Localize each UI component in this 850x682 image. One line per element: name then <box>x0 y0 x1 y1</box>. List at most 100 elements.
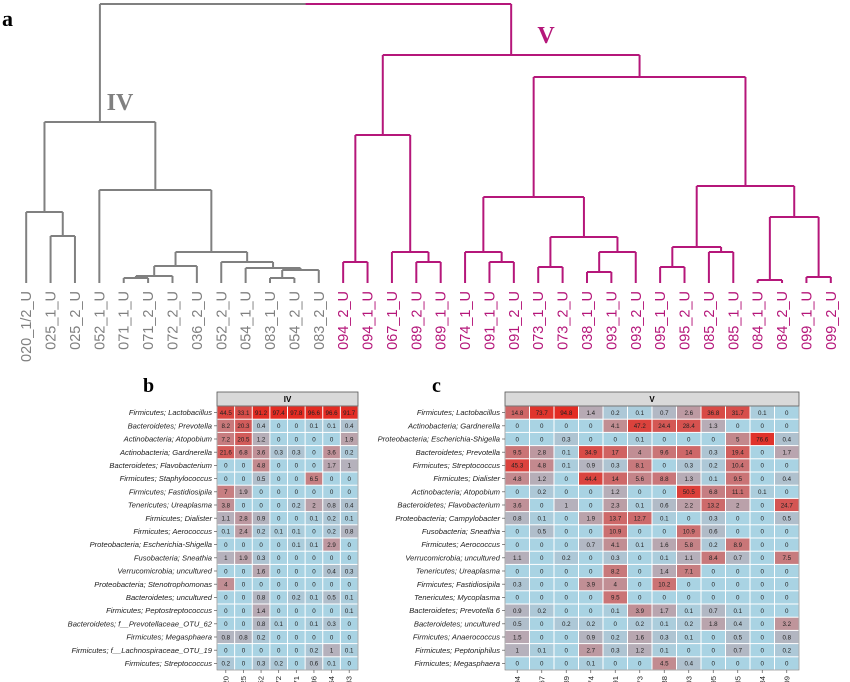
cell-value: 0 <box>687 436 691 443</box>
cell-value: 0.1 <box>758 489 767 496</box>
heat-cell <box>554 459 578 472</box>
cell-value: 0.3 <box>709 450 718 457</box>
leaf-label: 095_2_U <box>678 291 694 350</box>
heat-cell <box>340 406 358 419</box>
leaf-label: 091_2_U <box>507 291 523 350</box>
leaf-label: 083_2_U <box>312 291 328 350</box>
leaf-label: 091_1_U <box>482 291 498 350</box>
cell-value: 0 <box>785 582 789 589</box>
heat-cell <box>652 657 676 670</box>
cell-value: 0.6 <box>310 661 319 668</box>
heat-cell <box>340 525 358 538</box>
heat-cell <box>579 419 603 432</box>
row-label: Firmicutes; Dialister <box>433 474 500 483</box>
cell-value: 0 <box>761 648 765 655</box>
heat-cell <box>270 630 287 644</box>
cell-value: 0.2 <box>327 529 336 536</box>
cell-value: 0.6 <box>709 529 718 536</box>
heat-cell <box>677 564 701 578</box>
cell-value: 0 <box>638 529 642 536</box>
cell-value: 1.7 <box>660 608 669 615</box>
heat-cell <box>652 538 676 551</box>
heat-cell <box>726 591 750 604</box>
cell-value: 0 <box>242 661 246 668</box>
heat-cell <box>305 472 323 485</box>
heat-cell <box>750 512 774 525</box>
column-label: 84 <box>758 676 767 682</box>
cell-value: 24.4 <box>658 423 671 430</box>
heat-cell <box>505 538 529 551</box>
heat-cell <box>217 459 235 472</box>
cell-value: 0.3 <box>562 436 571 443</box>
heat-cell <box>579 498 603 512</box>
heat-cell <box>628 432 652 446</box>
heat-cell <box>235 538 252 551</box>
leaf-label: 073_1_U <box>531 291 547 350</box>
heat-cell <box>340 538 358 551</box>
cell-value: 0 <box>242 502 246 509</box>
heat-cell <box>235 525 252 538</box>
heat-cell <box>628 538 652 551</box>
heat-cell <box>340 578 358 591</box>
heat-cell <box>652 485 676 498</box>
heat-cell <box>628 459 652 472</box>
heat-cell <box>270 657 287 670</box>
cell-value: 0.9 <box>513 608 522 615</box>
cell-value: 0.5 <box>513 621 522 628</box>
heat-cell <box>530 485 554 498</box>
heat-cell <box>505 630 529 644</box>
heat-cell <box>530 564 554 578</box>
column-label: 36 <box>309 676 318 682</box>
heat-cell <box>270 578 287 591</box>
column-label: 20 <box>221 676 230 682</box>
heat-cell <box>726 459 750 472</box>
leaf-label: 052_2_U <box>214 291 230 350</box>
cell-value: 0 <box>242 568 246 575</box>
heat-cell <box>628 564 652 578</box>
row-label: Tenericutes; Ureaplasma <box>128 501 212 510</box>
row-label: Bacteroidetes; Flavobacterium <box>109 461 212 470</box>
cell-value: 0 <box>761 542 765 549</box>
cell-value: 1.1 <box>513 555 522 562</box>
cell-value: 0.2 <box>611 634 620 641</box>
cell-value: 4.5 <box>660 661 669 668</box>
heat-cell <box>603 525 627 538</box>
heat-cell <box>505 446 529 459</box>
cell-value: 0 <box>638 489 642 496</box>
cell-value: 10.9 <box>683 529 696 536</box>
cell-value: 0 <box>761 502 765 509</box>
heat-cell <box>628 630 652 644</box>
heat-cell <box>677 538 701 551</box>
heat-cell <box>288 538 305 551</box>
heat-cell <box>252 525 270 538</box>
cell-value: 0 <box>330 634 334 641</box>
heat-cell <box>323 630 340 644</box>
heat-cell <box>701 644 725 657</box>
leaf-label: 054_2_U <box>287 291 303 350</box>
leaf-label: 089_2_U <box>409 291 425 350</box>
heat-cell <box>750 485 774 498</box>
cell-value: 0 <box>242 476 246 483</box>
cell-value: 8.8 <box>660 476 669 483</box>
cell-value: 20.3 <box>237 423 250 430</box>
heat-cell <box>750 472 774 485</box>
cell-value: 0.2 <box>222 661 231 668</box>
cell-value: 4.8 <box>257 463 266 470</box>
heat-cell <box>288 657 305 670</box>
leaf-label: 094_1_U <box>361 291 377 350</box>
heat-cell <box>505 617 529 630</box>
heat-cell <box>750 538 774 551</box>
heat-cell <box>340 644 358 657</box>
heat-cell <box>579 657 603 670</box>
heat-cell <box>701 564 725 578</box>
column-label: 95 <box>709 676 718 682</box>
cell-value: 0 <box>761 661 765 668</box>
cell-value: 0 <box>516 423 520 430</box>
cell-value: 0.1 <box>274 529 283 536</box>
heat-cell <box>579 446 603 459</box>
cell-value: 0 <box>736 423 740 430</box>
heat-cell <box>252 485 270 498</box>
leaf-label: 094_2_U <box>336 291 352 350</box>
heat-cell <box>628 617 652 630</box>
